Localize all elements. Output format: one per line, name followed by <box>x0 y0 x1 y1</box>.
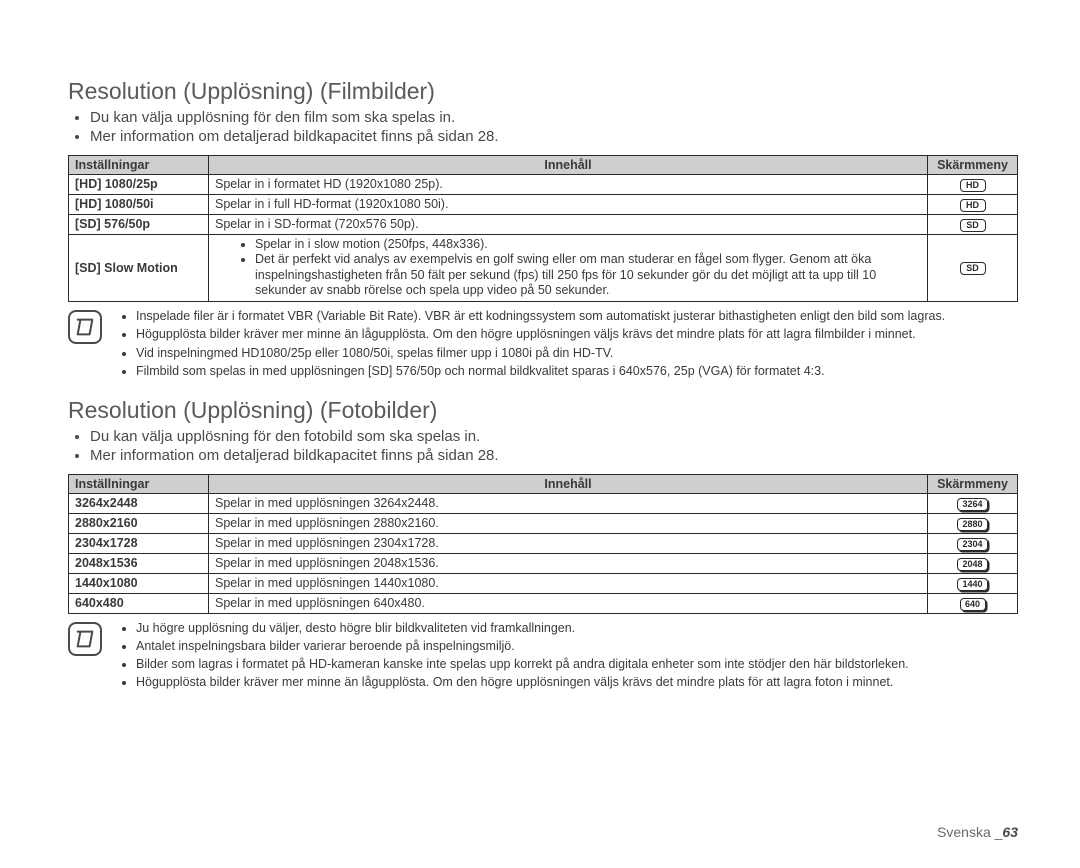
cell-content: Spelar in med upplösningen 2048x1536. <box>209 553 928 573</box>
footer-lang: Svenska <box>937 824 991 840</box>
table-row: 3264x2448 Spelar in med upplösningen 326… <box>69 493 1018 513</box>
cell-content: Spelar in med upplösningen 3264x2448. <box>209 493 928 513</box>
film-resolution-table: Inställningar Innehåll Skärmmeny [HD] 10… <box>68 155 1018 303</box>
cell-icon: 3264 <box>928 493 1018 513</box>
col-screen: Skärmmeny <box>928 155 1018 174</box>
cell-setting: 2304x1728 <box>69 533 209 553</box>
res-icon: 2880 <box>957 518 987 531</box>
table-row: 2048x1536 Spelar in med upplösningen 204… <box>69 553 1018 573</box>
cell-icon: HD <box>928 194 1018 214</box>
table-row: 2304x1728 Spelar in med upplösningen 230… <box>69 533 1018 553</box>
cell-content: Spelar in med upplösningen 1440x1080. <box>209 573 928 593</box>
cell-setting: 3264x2448 <box>69 493 209 513</box>
res-icon: 2048 <box>957 558 987 571</box>
table-row: [HD] 1080/50i Spelar in i full HD-format… <box>69 194 1018 214</box>
res-icon: 1440 <box>957 578 987 591</box>
section2-heading: Resolution (Upplösning) (Fotobilder) <box>68 397 1018 424</box>
cell-content: Spelar in i slow motion (250fps, 448x336… <box>209 234 928 302</box>
cell-icon: 1440 <box>928 573 1018 593</box>
section1-intro: Du kan välja upplösning för den film som… <box>68 109 1018 147</box>
section1-heading: Resolution (Upplösning) (Filmbilder) <box>68 78 1018 105</box>
cell-icon: 2880 <box>928 513 1018 533</box>
note-item: Bilder som lagras i formatet på HD-kamer… <box>136 656 909 672</box>
col-content: Innehåll <box>209 474 928 493</box>
cell-content: Spelar in med upplösningen 2880x2160. <box>209 513 928 533</box>
intro-item: Du kan välja upplösning för den fotobild… <box>90 428 1018 447</box>
col-content: Innehåll <box>209 155 928 174</box>
cell-icon: 2304 <box>928 533 1018 553</box>
sd-icon: SD <box>960 219 986 232</box>
col-settings: Inställningar <box>69 155 209 174</box>
slowmo-bullet: Spelar in i slow motion (250fps, 448x336… <box>255 237 921 253</box>
note-icon <box>68 310 102 344</box>
cell-content: Spelar in med upplösningen 2304x1728. <box>209 533 928 553</box>
table-row: 2880x2160 Spelar in med upplösningen 288… <box>69 513 1018 533</box>
cell-content: Spelar in i SD-format (720x576 50p). <box>209 214 928 234</box>
hd-icon: HD <box>960 199 986 212</box>
intro-item: Du kan välja upplösning för den film som… <box>90 109 1018 128</box>
cell-icon: 2048 <box>928 553 1018 573</box>
cell-setting: [SD] 576/50p <box>69 214 209 234</box>
res-icon: 640 <box>960 598 986 611</box>
intro-item: Mer information om detaljerad bildkapaci… <box>90 447 1018 466</box>
res-icon: 2304 <box>957 538 987 551</box>
section1-note: Inspelade filer är i formatet VBR (Varia… <box>68 308 1018 381</box>
note-item: Vid inspelningmed HD1080/25p eller 1080/… <box>136 345 945 361</box>
hd-icon: HD <box>960 179 986 192</box>
note-item: Inspelade filer är i formatet VBR (Varia… <box>136 308 945 324</box>
table-row: [SD] 576/50p Spelar in i SD-format (720x… <box>69 214 1018 234</box>
note-item: Ju högre upplösning du väljer, desto hög… <box>136 620 909 636</box>
cell-setting: [HD] 1080/25p <box>69 174 209 194</box>
cell-setting: [HD] 1080/50i <box>69 194 209 214</box>
section2-note: Ju högre upplösning du väljer, desto hög… <box>68 620 1018 693</box>
section2-intro: Du kan välja upplösning för den fotobild… <box>68 428 1018 466</box>
cell-content: Spelar in med upplösningen 640x480. <box>209 593 928 613</box>
res-icon: 3264 <box>957 498 987 511</box>
table-row: [SD] Slow Motion Spelar in i slow motion… <box>69 234 1018 302</box>
note-item: Filmbild som spelas in med upplösningen … <box>136 363 945 379</box>
cell-icon: HD <box>928 174 1018 194</box>
note-item: Högupplösta bilder kräver mer minne än l… <box>136 326 945 342</box>
cell-setting: 2880x2160 <box>69 513 209 533</box>
table-row: [HD] 1080/25p Spelar in i formatet HD (1… <box>69 174 1018 194</box>
photo-resolution-table: Inställningar Innehåll Skärmmeny 3264x24… <box>68 474 1018 614</box>
cell-icon: SD <box>928 214 1018 234</box>
cell-content: Spelar in i formatet HD (1920x1080 25p). <box>209 174 928 194</box>
footer-page: 63 <box>1002 824 1018 840</box>
cell-setting: 2048x1536 <box>69 553 209 573</box>
slowmo-bullet: Det är perfekt vid analys av exempelvis … <box>255 252 921 299</box>
note-item: Högupplösta bilder kräver mer minne än l… <box>136 674 909 690</box>
intro-item: Mer information om detaljerad bildkapaci… <box>90 128 1018 147</box>
col-screen: Skärmmeny <box>928 474 1018 493</box>
cell-icon: 640 <box>928 593 1018 613</box>
table-row: 1440x1080 Spelar in med upplösningen 144… <box>69 573 1018 593</box>
cell-icon: SD <box>928 234 1018 302</box>
cell-setting: 640x480 <box>69 593 209 613</box>
note-icon <box>68 622 102 656</box>
cell-setting: 1440x1080 <box>69 573 209 593</box>
table-row: 640x480 Spelar in med upplösningen 640x4… <box>69 593 1018 613</box>
sd-icon: SD <box>960 262 986 275</box>
page-footer: Svenska _63 <box>937 824 1018 840</box>
cell-content: Spelar in i full HD-format (1920x1080 50… <box>209 194 928 214</box>
cell-setting: [SD] Slow Motion <box>69 234 209 302</box>
note-item: Antalet inspelningsbara bilder varierar … <box>136 638 909 654</box>
col-settings: Inställningar <box>69 474 209 493</box>
